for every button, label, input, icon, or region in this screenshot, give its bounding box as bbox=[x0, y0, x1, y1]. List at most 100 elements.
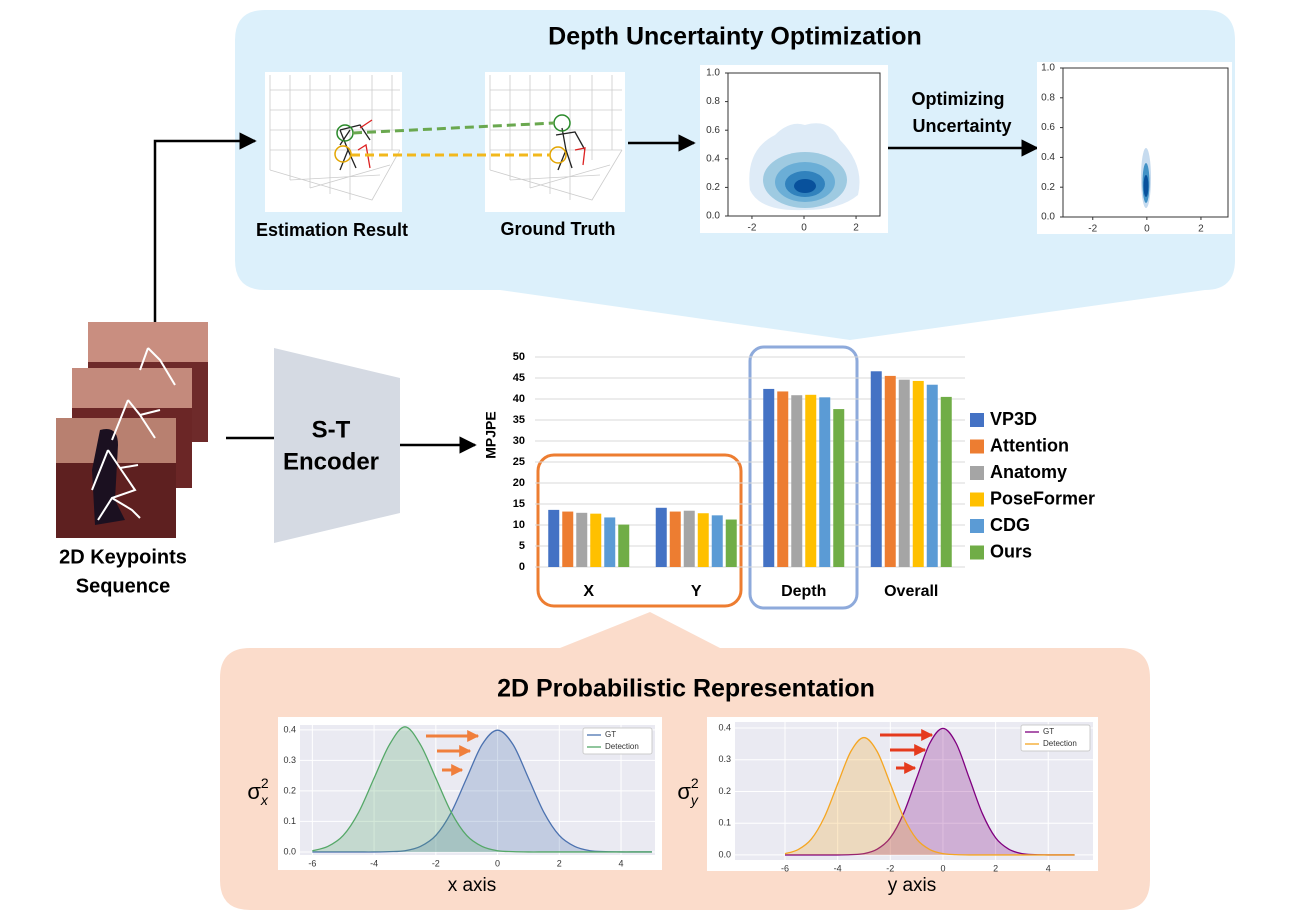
legend-label: GT bbox=[605, 730, 616, 739]
y-tick-label: 0.0 bbox=[1041, 212, 1055, 223]
y-tick-label: 40 bbox=[513, 393, 525, 405]
label: Uncertainty bbox=[912, 116, 1011, 136]
x-tick-label: 0 bbox=[801, 223, 807, 234]
legend-swatch bbox=[970, 519, 984, 533]
y-tick-label: 0.2 bbox=[718, 786, 731, 796]
x-tick-label: -2 bbox=[1088, 224, 1097, 235]
bar bbox=[697, 513, 709, 567]
highlight-box bbox=[536, 453, 743, 608]
y-tick-label: 0 bbox=[519, 561, 525, 573]
legend-swatch bbox=[970, 545, 984, 560]
legend-swatch bbox=[970, 413, 984, 427]
x-tick-label: -2 bbox=[886, 863, 894, 873]
area bbox=[785, 737, 1075, 855]
bar bbox=[833, 409, 845, 567]
legend-swatch bbox=[970, 466, 984, 480]
bar bbox=[711, 515, 723, 567]
bar bbox=[777, 391, 789, 567]
y-axis-label: x bbox=[260, 792, 269, 808]
bar bbox=[912, 380, 924, 567]
y-tick-label: 0.2 bbox=[706, 182, 720, 193]
bar bbox=[940, 396, 952, 567]
y-tick-label: 0.6 bbox=[706, 125, 720, 136]
y-tick-label: 0.0 bbox=[706, 211, 720, 222]
y-tick-label: 0.4 bbox=[1041, 152, 1055, 163]
bar bbox=[562, 511, 574, 567]
pose-ground-truth bbox=[485, 72, 625, 212]
legend-label: VP3D bbox=[990, 409, 1037, 429]
x-tick-label: Y bbox=[691, 583, 702, 600]
y-tick-label: 45 bbox=[513, 372, 525, 384]
x-tick-label: -6 bbox=[308, 858, 316, 868]
y-tick-label: 25 bbox=[513, 456, 525, 468]
legend-swatch bbox=[970, 439, 984, 454]
x-tick-label: 2 bbox=[853, 223, 859, 234]
line bbox=[312, 726, 652, 853]
x-tick-label: 0 bbox=[940, 863, 945, 873]
x-tick-label: 2 bbox=[993, 863, 998, 873]
panel-title: 2D Probabilistic Representation bbox=[497, 675, 875, 703]
y-tick-label: 50 bbox=[513, 351, 525, 363]
y-axis-label: 2 bbox=[261, 775, 269, 791]
label: 2D Keypoints bbox=[59, 546, 187, 568]
y-axis-label: 2 bbox=[691, 775, 699, 791]
x-tick-label: -6 bbox=[781, 863, 789, 873]
x-tick-label: 0 bbox=[1144, 224, 1150, 235]
x-tick-label: Depth bbox=[781, 583, 826, 600]
y-tick-label: 0.4 bbox=[706, 153, 720, 164]
panel-title: Depth Uncertainty Optimization bbox=[548, 23, 922, 51]
bar bbox=[898, 379, 910, 567]
bar bbox=[618, 524, 630, 567]
bar bbox=[926, 384, 938, 567]
y-tick-label: 0.2 bbox=[1041, 182, 1055, 193]
bar bbox=[576, 512, 588, 567]
bar bbox=[669, 511, 681, 567]
bar bbox=[683, 510, 695, 567]
bar bbox=[870, 371, 882, 567]
label: Optimizing bbox=[912, 89, 1005, 109]
plot-box bbox=[1037, 62, 1232, 234]
y-tick-label: 10 bbox=[513, 519, 525, 531]
legend-label: Detection bbox=[605, 742, 639, 751]
bar bbox=[819, 397, 831, 567]
bar bbox=[655, 507, 667, 567]
legend-label: Ours bbox=[990, 541, 1032, 561]
legend-swatch bbox=[970, 492, 984, 507]
x-tick-label: 0 bbox=[495, 858, 500, 868]
y-tick-label: 0.3 bbox=[283, 755, 296, 765]
y-tick-label: 0.4 bbox=[283, 724, 296, 734]
highlight-box bbox=[748, 345, 859, 610]
legend-label: Anatomy bbox=[990, 462, 1067, 482]
x-tick-label: -2 bbox=[747, 223, 756, 234]
y-axis-label: σy2 bbox=[677, 775, 699, 808]
x-axis-label: y axis bbox=[888, 875, 937, 896]
density-blob bbox=[749, 123, 1151, 211]
x-tick-label: X bbox=[583, 583, 594, 600]
y-axis-label: σx2 bbox=[247, 775, 269, 808]
x-tick-label: 2 bbox=[1198, 224, 1204, 235]
y-tick-label: 0.8 bbox=[1041, 92, 1055, 103]
y-tick-label: 0.6 bbox=[1041, 122, 1055, 133]
bar bbox=[805, 394, 817, 567]
label: S-T bbox=[312, 416, 351, 443]
area bbox=[785, 728, 1075, 855]
y-axis-label: y bbox=[690, 792, 699, 808]
y-tick-label: 0.2 bbox=[283, 785, 296, 795]
x-tick-label: -4 bbox=[370, 858, 378, 868]
y-tick-label: 0.3 bbox=[718, 754, 731, 764]
label: Ground Truth bbox=[501, 219, 616, 239]
y-tick-label: 1.0 bbox=[1041, 63, 1055, 74]
pose-estimation bbox=[265, 72, 402, 212]
label: Encoder bbox=[283, 448, 379, 475]
x-tick-label: 4 bbox=[619, 858, 624, 868]
legend-label: CDG bbox=[990, 515, 1030, 535]
plot-frame bbox=[1062, 67, 1229, 218]
y-tick-label: 1.0 bbox=[706, 68, 720, 79]
arrow bbox=[153, 132, 257, 322]
y-axis-label: MPJPE bbox=[483, 411, 499, 458]
y-tick-label: 0.4 bbox=[718, 722, 731, 732]
y-tick-label: 35 bbox=[513, 414, 525, 426]
y-tick-label: 0.1 bbox=[718, 818, 731, 828]
legend-label: Attention bbox=[990, 435, 1069, 455]
